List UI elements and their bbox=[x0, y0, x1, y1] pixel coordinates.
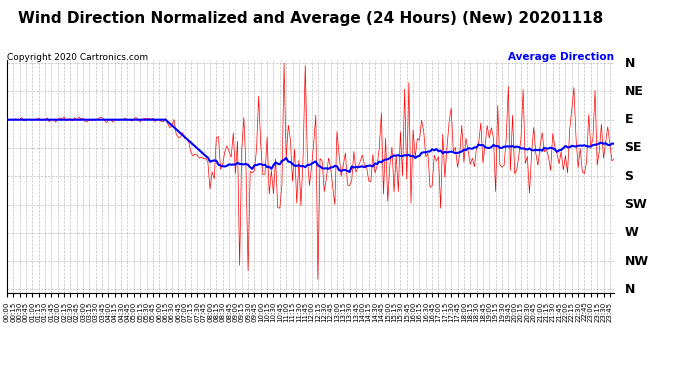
Text: Copyright 2020 Cartronics.com: Copyright 2020 Cartronics.com bbox=[7, 53, 148, 62]
Text: NE: NE bbox=[624, 85, 643, 98]
Text: Wind Direction Normalized and Average (24 Hours) (New) 20201118: Wind Direction Normalized and Average (2… bbox=[18, 11, 603, 26]
Text: Average Direction: Average Direction bbox=[508, 53, 614, 63]
Text: W: W bbox=[624, 226, 638, 239]
Text: N: N bbox=[624, 57, 635, 70]
Text: SE: SE bbox=[624, 141, 642, 154]
Text: E: E bbox=[624, 113, 633, 126]
Text: N: N bbox=[624, 283, 635, 296]
Text: SW: SW bbox=[624, 198, 647, 211]
Text: NW: NW bbox=[624, 255, 649, 268]
Text: S: S bbox=[624, 170, 633, 183]
